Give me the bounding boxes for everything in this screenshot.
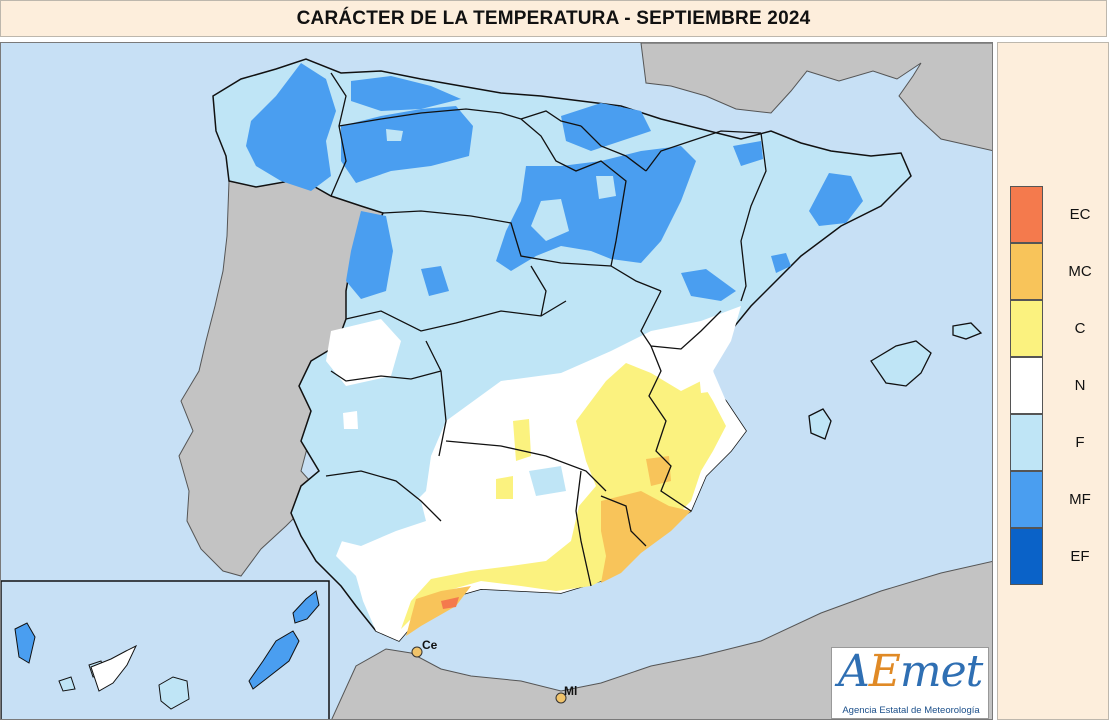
legend-label-ef: EF: [1070, 548, 1090, 565]
ceuta-marker: [411, 646, 423, 658]
ibiza: [808, 408, 832, 440]
zone-very-warm: [406, 456, 691, 636]
legend-item-ef: EF: [1010, 528, 1105, 585]
ceuta-label: Ce: [422, 638, 438, 652]
legend-item-f: F: [1010, 414, 1105, 471]
legend-label-mc: MC: [1068, 263, 1092, 280]
africa-land: [331, 560, 992, 719]
region-boundaries: [325, 72, 767, 587]
legend-swatch-mc: [1010, 243, 1043, 300]
aemet-logo-subtitle: Agencia Estatal de Meteorología: [842, 705, 980, 716]
la-palma: [14, 622, 36, 664]
temperature-map: Ce Ml AEmet Agencia Estatal de Meteorolo…: [0, 42, 993, 720]
logo-letter-a: A: [838, 646, 870, 697]
legend-label-c: C: [1074, 320, 1086, 337]
aemet-logo-mark: AEmet: [838, 646, 983, 697]
map-title-bar: CARÁCTER DE LA TEMPERATURA - SEPTIEMBRE …: [0, 0, 1107, 37]
logo-letter-e: E: [868, 646, 901, 697]
zone-cold-patch-south: [331, 466, 566, 546]
map-title: CARÁCTER DE LA TEMPERATURA - SEPTIEMBRE …: [296, 7, 811, 29]
legend-swatch-c: [1010, 300, 1043, 357]
legend-swatch-ec: [1010, 186, 1043, 243]
legend-swatch-mf: [1010, 471, 1043, 528]
legend-swatch-ef: [1010, 528, 1043, 585]
fuerteventura: [248, 630, 300, 690]
legend-item-ec: EC: [1010, 186, 1105, 243]
legend-item-mf: MF: [1010, 471, 1105, 528]
legend-label-f: F: [1075, 434, 1085, 451]
legend-item-c: C: [1010, 300, 1105, 357]
legend-label-mf: MF: [1069, 491, 1091, 508]
legend-swatch-n: [1010, 357, 1043, 414]
legend-item-mc: MC: [1010, 243, 1105, 300]
zone-very-cold-north: [246, 63, 863, 301]
zone-warm: [401, 363, 726, 629]
logo-letters-met: met: [899, 646, 983, 697]
mallorca: [870, 340, 932, 387]
legend-item-n: N: [1010, 357, 1105, 414]
aemet-logo: AEmet Agencia Estatal de Meteorología: [831, 646, 989, 719]
el-hierro: [58, 676, 76, 692]
lanzarote: [292, 590, 320, 624]
gran-canaria: [158, 676, 190, 710]
zone-cold-islands: [386, 129, 616, 241]
zone-extremely-warm: [441, 597, 459, 609]
legend-swatch-f: [1010, 414, 1043, 471]
melilla-marker: [555, 692, 567, 704]
melilla-label: Ml: [564, 684, 577, 698]
france-land: [640, 43, 992, 152]
legend-panel: EC MC C N F MF EF: [997, 42, 1109, 720]
menorca: [952, 322, 983, 340]
legend-label-n: N: [1074, 377, 1086, 394]
legend-label-ec: EC: [1069, 206, 1091, 223]
tenerife: [90, 644, 138, 692]
zone-normal-holes: [343, 331, 716, 429]
